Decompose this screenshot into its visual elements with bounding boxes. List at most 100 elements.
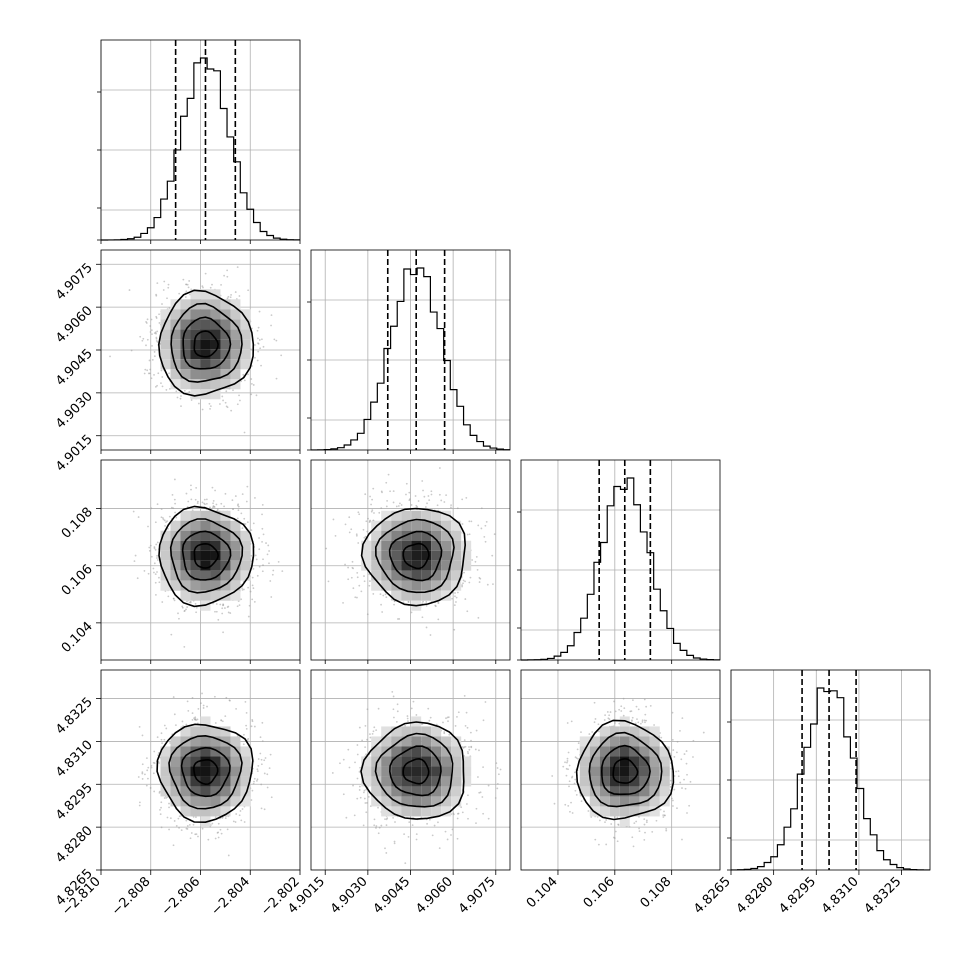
sample-point: [453, 628, 456, 631]
sample-point: [427, 707, 430, 710]
density-cell: [190, 309, 201, 320]
density-cell: [180, 786, 191, 797]
density-cell: [190, 580, 201, 591]
density-cell: [220, 329, 231, 340]
sample-point: [158, 762, 160, 764]
sample-point: [167, 283, 170, 286]
sample-point: [226, 269, 229, 272]
density-cell: [210, 540, 221, 551]
sample-point: [170, 633, 173, 636]
density-cell: [401, 726, 412, 737]
sample-point: [148, 372, 151, 375]
sample-point: [356, 576, 359, 579]
sample-point: [156, 384, 158, 387]
sample-point: [188, 280, 191, 282]
sample-point: [571, 775, 574, 778]
sample-point: [180, 829, 183, 832]
sample-point: [670, 797, 673, 800]
sample-point: [468, 581, 471, 584]
density-cell: [180, 756, 191, 767]
sample-point: [251, 720, 254, 723]
sample-point: [606, 711, 609, 713]
density-cell: [220, 379, 231, 390]
contour-level-3: [360, 507, 467, 607]
density-cell: [200, 766, 211, 777]
sample-point: [177, 817, 180, 820]
sample-point: [257, 326, 260, 329]
sample-point: [202, 704, 205, 707]
density-cell: [451, 540, 462, 551]
sample-point: [566, 757, 569, 760]
sample-point: [220, 832, 223, 835]
sample-point: [183, 645, 186, 648]
density-cell: [230, 776, 241, 787]
sample-point: [251, 584, 254, 587]
sample-point: [251, 576, 254, 579]
sample-point: [219, 828, 222, 831]
sample-point: [154, 593, 157, 596]
sample-point: [150, 555, 153, 558]
density-cell: [210, 329, 221, 340]
density-cell: [609, 736, 620, 747]
density-cell: [629, 766, 640, 777]
sample-point: [157, 752, 160, 754]
sample-point: [194, 716, 197, 719]
sample-point: [484, 701, 487, 703]
sample-point: [478, 581, 481, 583]
density-cell: [170, 570, 181, 581]
sample-point: [247, 373, 249, 376]
density-cell: [431, 796, 442, 807]
density-cell: [371, 560, 382, 571]
density-cell: [451, 756, 462, 767]
sample-point: [672, 799, 674, 802]
density-cell: [220, 550, 231, 561]
x-tick-label-col3-1: 4.8280: [734, 874, 777, 917]
sample-point: [199, 702, 202, 705]
density-cell: [210, 560, 221, 571]
sample-point: [160, 826, 163, 829]
sample-point: [355, 533, 358, 536]
sample-point: [604, 821, 606, 823]
sample-point: [426, 822, 428, 825]
density-cell: [589, 766, 600, 777]
sample-point: [156, 282, 159, 284]
density-cell: [391, 726, 402, 737]
sample-point: [362, 791, 365, 794]
sample-point: [261, 338, 263, 341]
density-cell: [391, 736, 402, 747]
sample-point: [620, 710, 623, 712]
sample-point: [168, 387, 171, 390]
density-cell: [639, 806, 650, 817]
sample-point: [325, 547, 328, 550]
sample-point: [153, 351, 156, 353]
sample-point: [352, 784, 354, 787]
density-cell: [361, 560, 372, 571]
sample-point: [256, 337, 259, 340]
y-tick-label-row2-0: 0.104: [59, 619, 96, 656]
sample-point: [445, 494, 448, 497]
sample-point: [359, 766, 361, 769]
sample-point: [475, 556, 478, 558]
density-cell: [411, 560, 422, 571]
sample-point: [462, 746, 465, 749]
sample-point: [397, 505, 400, 507]
sample-point: [421, 480, 424, 482]
sample-point: [217, 831, 220, 834]
sample-point: [173, 599, 176, 602]
sample-point: [175, 824, 178, 827]
sample-point: [205, 498, 208, 501]
density-cell: [451, 560, 462, 571]
sample-point: [367, 795, 370, 798]
density-cell: [411, 580, 422, 591]
density-cell: [649, 776, 660, 787]
sample-point: [438, 467, 441, 469]
sample-point: [254, 344, 256, 346]
sample-point: [190, 399, 193, 401]
sample-point: [161, 385, 164, 388]
density-cell: [649, 726, 660, 737]
sample-point: [379, 593, 382, 596]
sample-point: [392, 695, 395, 698]
density-cell: [659, 756, 670, 767]
density-cell: [381, 550, 392, 561]
density-cell: [401, 560, 412, 571]
